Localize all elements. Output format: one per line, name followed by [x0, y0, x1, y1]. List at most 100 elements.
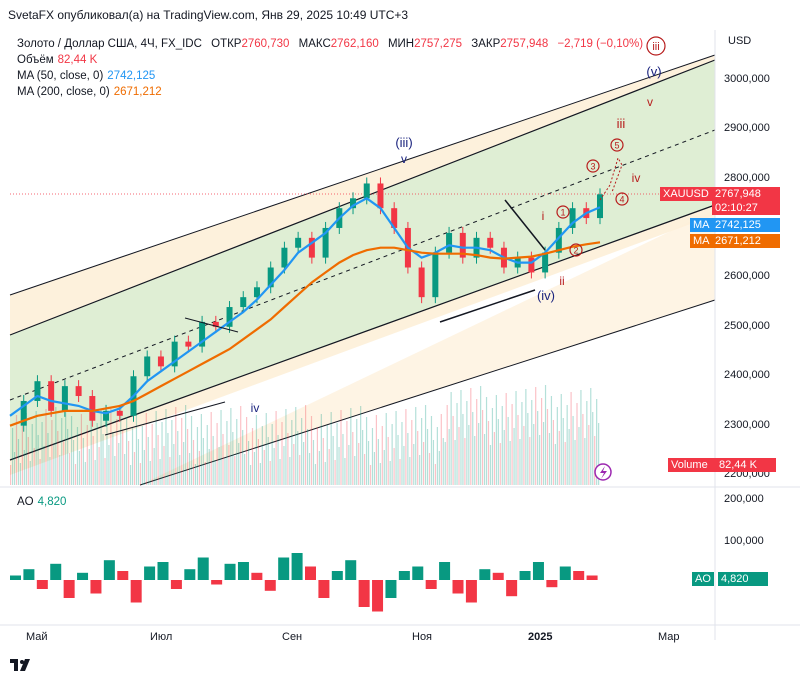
candle-body — [528, 257, 535, 273]
volume-bar — [179, 455, 181, 485]
volume-bar — [314, 464, 317, 485]
volume-bar — [548, 433, 551, 485]
volume-bar — [505, 393, 507, 485]
ao-bar — [237, 562, 249, 580]
ao-label: AO — [17, 496, 34, 508]
volume-bar — [568, 429, 570, 485]
volume-bar — [346, 421, 348, 485]
volume-bar — [253, 452, 256, 485]
time-tick: 2025 — [528, 631, 553, 643]
ao-bar — [452, 580, 464, 594]
volume-bar — [124, 454, 126, 485]
volume-bar — [324, 462, 326, 485]
ao-bar — [291, 553, 303, 580]
ma50-line — [9, 197, 601, 417]
volume-bar — [308, 453, 311, 485]
volume-bar — [187, 429, 189, 485]
ma200-line — [9, 241, 601, 427]
ao-bar — [385, 580, 397, 598]
volume-bar — [594, 436, 596, 485]
volume-bar — [196, 427, 199, 485]
wave-1-ring — [556, 205, 570, 219]
volume-bar — [257, 439, 259, 485]
ao-tick: 200,000 — [724, 493, 764, 505]
volume-bar — [76, 427, 79, 485]
volume-bar — [212, 436, 214, 485]
volume-row[interactable]: Объём 82,44 K — [17, 52, 643, 68]
volume-bar — [480, 386, 482, 485]
volume-bar — [537, 411, 539, 485]
volume-bar — [251, 428, 254, 485]
volume-bar — [86, 425, 88, 485]
ao-bar — [130, 580, 142, 603]
volume-bar — [190, 416, 193, 485]
candle-body — [555, 227, 562, 253]
volume-bar — [10, 465, 12, 485]
ao-legend[interactable]: AO 4,820 — [17, 496, 66, 508]
volume-bar — [141, 426, 143, 485]
volume-bar — [214, 460, 216, 485]
volume-bar — [224, 458, 226, 485]
currency-unit[interactable]: USD — [728, 35, 752, 47]
volume-bar — [11, 428, 14, 485]
volume-bar — [145, 413, 147, 485]
volume-bar — [275, 411, 277, 485]
volume-bar — [45, 409, 47, 485]
ao-bar — [398, 571, 410, 580]
volume-bar — [96, 423, 98, 485]
wave-2: 2 — [573, 246, 578, 256]
volume-bar — [367, 441, 370, 485]
ao-bar — [465, 580, 477, 603]
volume-bar — [128, 441, 130, 485]
volume-bar — [350, 408, 352, 485]
open-label: ОТКР — [211, 38, 242, 50]
volume-bar — [564, 442, 566, 485]
volume-bar — [273, 448, 275, 485]
ao-bar — [425, 580, 437, 589]
volume-bar — [373, 452, 376, 485]
ao-tick: 100,000 — [724, 535, 764, 547]
volume-bar — [556, 407, 558, 485]
candle-body — [75, 386, 82, 397]
volume-bar — [426, 429, 429, 485]
volume-bar — [466, 401, 468, 485]
ma50-label: MA (50, close, 0) — [17, 70, 104, 82]
candle-body — [350, 198, 357, 209]
volume-bar — [521, 402, 523, 485]
ma200-row[interactable]: MA (200, close, 0) 2671,212 — [17, 84, 643, 100]
volume-bar — [348, 445, 350, 485]
close-label: ЗАКР — [471, 38, 501, 50]
volume-bar — [72, 440, 75, 485]
wave-v-small-label: v — [401, 152, 407, 166]
volume-bar — [92, 436, 94, 485]
volume-bar — [208, 449, 210, 485]
ao-bar — [546, 580, 558, 588]
volume-bar — [364, 454, 366, 485]
volume-bar — [74, 464, 77, 485]
time-tick: Мар — [658, 631, 680, 643]
volume-bar — [301, 418, 303, 485]
volume-bar — [222, 434, 224, 485]
ma50-row[interactable]: MA (50, close, 0) 2742,125 — [17, 68, 643, 84]
candle-body — [295, 237, 302, 248]
volume-bar — [165, 409, 167, 485]
volume-bar — [84, 462, 86, 485]
change-value: −2,719 (−0,10%) — [557, 38, 644, 50]
symbol-title[interactable]: Золото / Доллар США, 4Ч, FX_IDC — [17, 38, 202, 50]
ao-bar — [197, 557, 209, 580]
volume-bar — [409, 457, 411, 485]
candle-body — [542, 252, 549, 273]
channel-top-line — [9, 59, 716, 336]
wave-4-ring — [615, 192, 629, 206]
volume-bar — [41, 422, 43, 485]
wave-iv-low-label: iv — [251, 401, 260, 415]
volume-bar — [265, 413, 267, 485]
volume-bar — [167, 433, 169, 485]
candle-body — [569, 208, 576, 228]
low-label: МИН — [387, 38, 415, 50]
time-tick: Ноя — [412, 631, 433, 643]
volume-bar — [424, 405, 427, 485]
volume-bar — [499, 443, 501, 485]
tradingview-logo[interactable] — [10, 659, 32, 674]
